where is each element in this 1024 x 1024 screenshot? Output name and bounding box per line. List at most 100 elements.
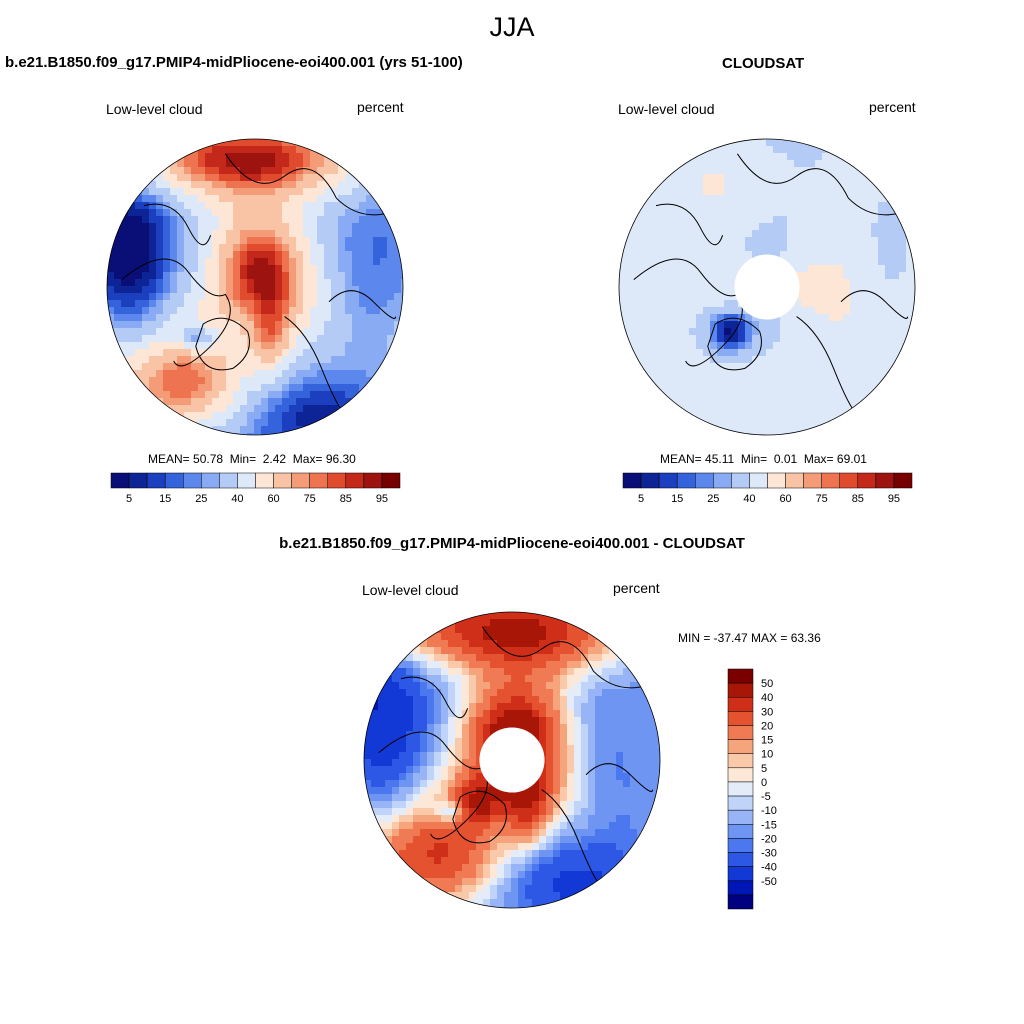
model-cell [317, 335, 325, 343]
diff-cell [616, 773, 624, 781]
model-cell [338, 160, 346, 168]
model-cell [184, 153, 192, 161]
diff-cell [420, 654, 428, 662]
model-cell [359, 314, 367, 322]
obs-cell [843, 167, 851, 175]
model-cell [226, 398, 234, 406]
model-cell [177, 160, 185, 168]
model-cell [149, 265, 157, 273]
obs-cell [759, 237, 767, 245]
diff-cell [532, 864, 540, 872]
model-cell [163, 349, 171, 357]
model-cell [247, 356, 255, 364]
obs-cell [892, 335, 900, 343]
model-cell [219, 244, 227, 252]
model-cell [317, 314, 325, 322]
model-cell [184, 370, 192, 378]
diff-cell [385, 766, 393, 774]
diff-cell [476, 717, 484, 725]
obs-cell [871, 244, 879, 252]
obs-cell [822, 160, 830, 168]
model-cell [247, 223, 255, 231]
diff-cell [581, 647, 589, 655]
model-cell [219, 167, 227, 175]
obs-cell [619, 314, 627, 322]
obs-cell [857, 251, 865, 259]
diff-cell [602, 766, 610, 774]
model-cell [240, 265, 248, 273]
model-cell [149, 321, 157, 329]
obs-cell [773, 419, 781, 427]
model-cell [247, 279, 255, 287]
obs-cell [885, 314, 893, 322]
model-cell [233, 188, 241, 196]
diff-cell [441, 822, 449, 830]
diff-coastline [400, 676, 469, 719]
obs-cell [829, 195, 837, 203]
model-cell [282, 146, 290, 154]
diff-cell [581, 696, 589, 704]
model-cell [303, 258, 311, 266]
obs-cell [738, 419, 746, 427]
diff-cell [434, 689, 442, 697]
obs-cell [822, 398, 830, 406]
obs-cell [808, 167, 816, 175]
model-cell [380, 223, 388, 231]
obs-cell [850, 230, 858, 238]
model-cell [163, 279, 171, 287]
obs-cell [703, 405, 711, 413]
model-cell [317, 384, 325, 392]
diff-cell [595, 682, 603, 690]
obs-cell [829, 349, 837, 357]
obs-colorbar-tick-label: 25 [707, 493, 719, 505]
model-cell [268, 419, 276, 427]
model-cell [366, 349, 374, 357]
diff-cell [455, 710, 463, 718]
diff-cell [630, 738, 638, 746]
model-cell [121, 279, 129, 287]
diff-cell [574, 794, 582, 802]
obs-cell [794, 181, 802, 189]
model-cell [247, 342, 255, 350]
model-cell [128, 286, 136, 294]
obs-cell [717, 349, 725, 357]
diff-cell [525, 801, 533, 809]
diff-cell [567, 871, 575, 879]
obs-cell [836, 405, 844, 413]
model-cell [233, 307, 241, 315]
diff-cell [525, 885, 533, 893]
obs-cell [738, 146, 746, 154]
model-cell [198, 328, 206, 336]
diff-cell [553, 829, 561, 837]
obs-cell [871, 363, 879, 371]
obs-cell [773, 209, 781, 217]
diff-cell [448, 759, 456, 767]
diff-cell [490, 794, 498, 802]
obs-cell [682, 384, 690, 392]
model-cell [219, 251, 227, 259]
obs-cell [836, 293, 844, 301]
model-cell [107, 258, 115, 266]
model-cell [177, 244, 185, 252]
obs-cell [906, 286, 914, 294]
obs-cell [794, 307, 802, 315]
model-cell [338, 328, 346, 336]
diff-cell [448, 752, 456, 760]
diff-cell [546, 885, 554, 893]
model-cell [191, 335, 199, 343]
model-cell [177, 279, 185, 287]
diff-cell [623, 822, 631, 830]
diff-cell [595, 633, 603, 641]
obs-cell [794, 188, 802, 196]
model-cell [289, 202, 297, 210]
diff-cell [546, 850, 554, 858]
model-cell [198, 188, 206, 196]
diff-cell [371, 731, 379, 739]
model-cell [226, 146, 234, 154]
diff-cell [532, 871, 540, 879]
obs-cell [815, 342, 823, 350]
obs-cell [829, 251, 837, 259]
model-cell [212, 405, 220, 413]
obs-cell [661, 258, 669, 266]
diff-cell [490, 871, 498, 879]
